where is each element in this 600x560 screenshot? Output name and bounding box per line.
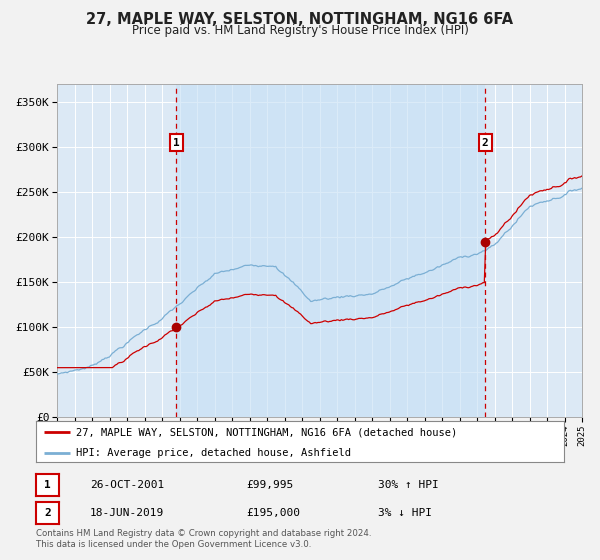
Text: Price paid vs. HM Land Registry's House Price Index (HPI): Price paid vs. HM Land Registry's House …	[131, 24, 469, 37]
Bar	[176, 84, 485, 417]
Text: £195,000: £195,000	[246, 508, 300, 518]
Text: 18-JUN-2019: 18-JUN-2019	[90, 508, 164, 518]
Text: 30% ↑ HPI: 30% ↑ HPI	[378, 480, 439, 490]
Text: 2: 2	[44, 508, 51, 518]
Text: 27, MAPLE WAY, SELSTON, NOTTINGHAM, NG16 6FA: 27, MAPLE WAY, SELSTON, NOTTINGHAM, NG16…	[86, 12, 514, 27]
Text: 26-OCT-2001: 26-OCT-2001	[90, 480, 164, 490]
Text: £99,995: £99,995	[246, 480, 293, 490]
Text: 1: 1	[173, 138, 180, 147]
Text: HPI: Average price, detached house, Ashfield: HPI: Average price, detached house, Ashf…	[76, 447, 350, 458]
Text: 27, MAPLE WAY, SELSTON, NOTTINGHAM, NG16 6FA (detached house): 27, MAPLE WAY, SELSTON, NOTTINGHAM, NG16…	[76, 427, 457, 437]
Text: Contains HM Land Registry data © Crown copyright and database right 2024.
This d: Contains HM Land Registry data © Crown c…	[36, 529, 371, 549]
Text: 1: 1	[44, 480, 51, 490]
Text: 2: 2	[482, 138, 488, 147]
Text: 3% ↓ HPI: 3% ↓ HPI	[378, 508, 432, 518]
